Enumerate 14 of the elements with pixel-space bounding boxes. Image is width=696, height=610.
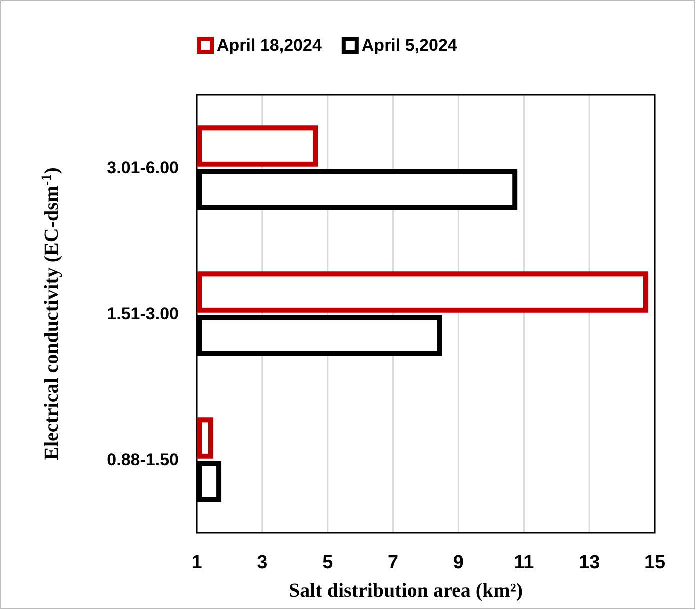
y-tick-label: 1.51-3.00 (107, 304, 179, 324)
legend-label: April 18,2024 (217, 36, 322, 55)
x-tick-label: 7 (388, 552, 399, 574)
x-tick-label: 1 (192, 552, 203, 574)
x-tick-label: 15 (644, 552, 666, 574)
x-tick-label: 3 (257, 552, 268, 574)
x-tick-label: 13 (579, 552, 600, 574)
x-tick-label: 11 (514, 552, 535, 574)
y-tick-label: 0.88-1.50 (107, 450, 179, 470)
x-tick-label: 9 (453, 552, 464, 574)
legend-label: April 5,2024 (362, 36, 458, 55)
x-axis-title: Salt distribution area (km²) (289, 580, 523, 602)
y-tick-label: 3.01-6.00 (107, 158, 179, 178)
x-tick-label: 5 (322, 552, 334, 574)
